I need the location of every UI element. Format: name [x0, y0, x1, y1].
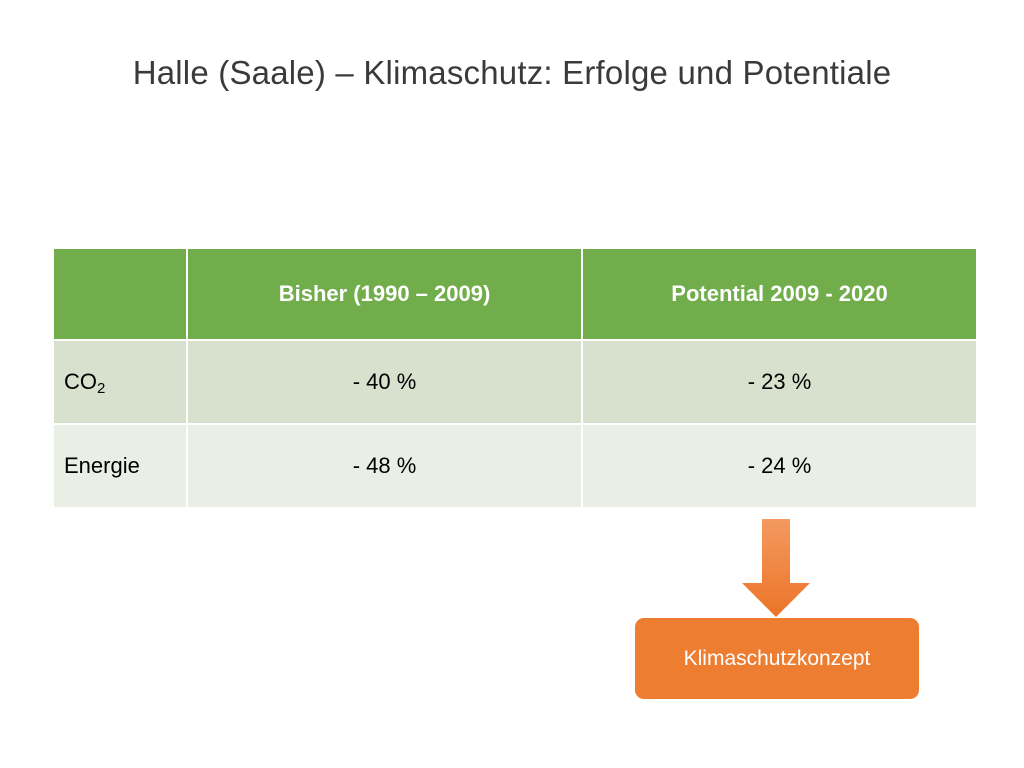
- results-table: Bisher (1990 – 2009) Potential 2009 - 20…: [52, 247, 978, 509]
- table-row: CO2 - 40 % - 23 %: [52, 339, 978, 425]
- row-label-energie: Energie: [52, 423, 188, 509]
- table-row: Energie - 48 % - 24 %: [52, 423, 978, 509]
- row-label-subscript: 2: [97, 380, 106, 397]
- co2-potential-value: - 23 %: [581, 339, 978, 425]
- down-arrow-icon: [742, 519, 810, 617]
- row-label-co2: CO2: [52, 339, 188, 425]
- energie-bisher-value: - 48 %: [186, 423, 583, 509]
- energie-potential-value: - 24 %: [581, 423, 978, 509]
- table-header-row: Bisher (1990 – 2009) Potential 2009 - 20…: [52, 247, 978, 341]
- header-potential: Potential 2009 - 2020: [581, 247, 978, 341]
- row-label-main: Energie: [64, 453, 140, 478]
- co2-bisher-value: - 40 %: [186, 339, 583, 425]
- header-empty-cell: [52, 247, 188, 341]
- header-bisher: Bisher (1990 – 2009): [186, 247, 583, 341]
- klimaschutzkonzept-box: Klimaschutzkonzept: [635, 618, 919, 699]
- row-label-main: CO: [64, 369, 97, 394]
- slide-title: Halle (Saale) – Klimaschutz: Erfolge und…: [132, 54, 892, 91]
